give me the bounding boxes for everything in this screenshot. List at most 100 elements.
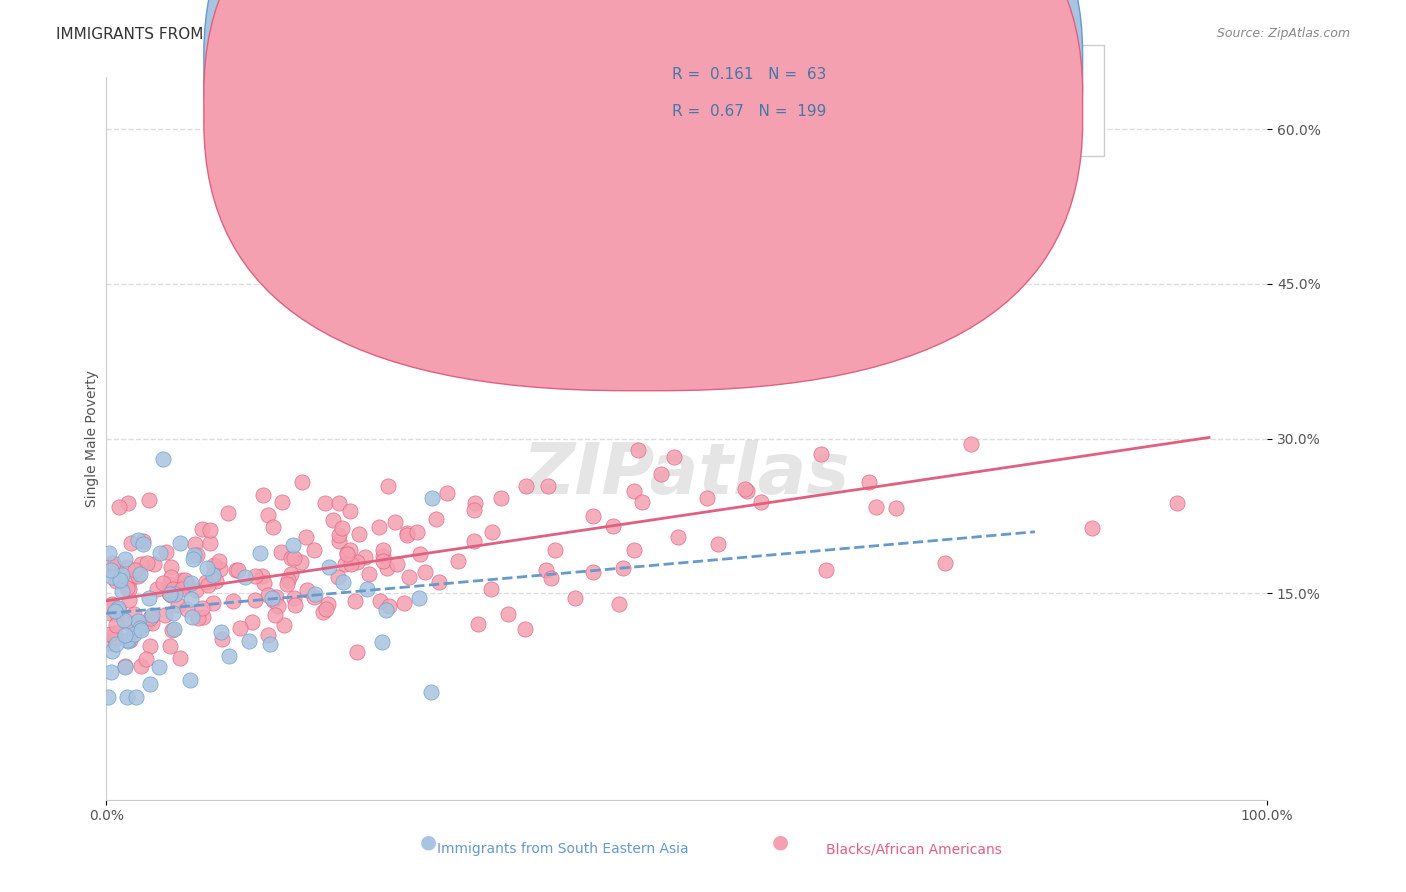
Point (513, 622, 536, 636)
Point (463, 503, 485, 517)
Point (515, 479, 537, 493)
Point (284, 598, 307, 612)
Point (129, 623, 152, 637)
Point (107, 500, 129, 514)
Point (172, 582, 194, 596)
Point (934, 556, 956, 570)
Text: ●: ● (420, 833, 437, 852)
Point (280, 550, 302, 565)
Point (375, 561, 398, 575)
Point (612, 560, 634, 574)
Point (225, 563, 247, 577)
Point (814, 563, 837, 577)
Point (101, 570, 124, 584)
Point (312, 605, 335, 619)
Point (696, 491, 718, 505)
Point (115, 559, 138, 574)
Point (384, 515, 406, 529)
Point (117, 633, 139, 648)
Point (371, 554, 394, 568)
Point (392, 596, 415, 610)
Point (118, 593, 141, 607)
Point (262, 591, 284, 605)
Point (249, 546, 271, 560)
Point (127, 533, 149, 548)
Point (339, 543, 361, 558)
Point (302, 590, 325, 604)
Point (159, 588, 181, 602)
Point (295, 583, 318, 598)
Point (238, 634, 260, 648)
Point (602, 518, 624, 533)
Point (111, 568, 134, 582)
Point (264, 590, 287, 604)
Point (180, 575, 202, 590)
Point (280, 567, 302, 582)
Point (884, 501, 907, 516)
Point (120, 633, 142, 648)
Point (810, 446, 832, 460)
Point (858, 475, 880, 489)
Point (104, 559, 127, 574)
Point (259, 638, 281, 652)
Point (959, 437, 981, 451)
Point (120, 536, 142, 550)
Point (283, 551, 305, 566)
Point (163, 622, 186, 636)
Point (124, 562, 146, 576)
Point (176, 576, 198, 591)
Point (165, 580, 187, 594)
Point (368, 594, 391, 608)
Point (328, 528, 350, 542)
Point (180, 609, 202, 624)
Point (172, 573, 194, 587)
Point (295, 530, 318, 544)
Point (623, 542, 645, 557)
Point (257, 589, 280, 603)
Point (408, 547, 430, 561)
Point (208, 561, 231, 575)
Point (149, 546, 172, 560)
Point (395, 527, 418, 541)
Point (374, 603, 396, 617)
Point (96, 560, 118, 574)
Point (623, 484, 645, 499)
Point (371, 635, 394, 649)
Point (129, 658, 152, 673)
Point (129, 567, 152, 582)
Point (273, 618, 295, 632)
Point (97, 636, 120, 650)
Text: Source: ZipAtlas.com: Source: ZipAtlas.com (1216, 27, 1350, 40)
Point (229, 621, 252, 635)
Point (202, 568, 225, 582)
Point (166, 598, 188, 612)
Point (169, 536, 191, 550)
Point (534, 563, 557, 577)
Point (496, 607, 519, 621)
Point (108, 574, 131, 588)
Point (138, 492, 160, 507)
Point (257, 628, 280, 642)
Point (262, 592, 284, 607)
Point (406, 525, 429, 540)
Point (1166, 496, 1188, 510)
Point (666, 530, 689, 544)
Point (183, 549, 205, 563)
Point (187, 610, 209, 624)
Point (114, 658, 136, 673)
Point (734, 482, 756, 496)
Point (267, 599, 290, 613)
Point (425, 511, 447, 525)
Point (208, 554, 231, 568)
Point (377, 479, 399, 493)
Point (152, 575, 174, 590)
Point (344, 593, 367, 607)
Point (201, 596, 224, 610)
Point (290, 556, 312, 570)
Point (336, 547, 359, 561)
Point (202, 558, 225, 573)
Point (537, 479, 560, 493)
Point (118, 582, 141, 596)
Point (333, 557, 356, 571)
Point (115, 690, 138, 704)
